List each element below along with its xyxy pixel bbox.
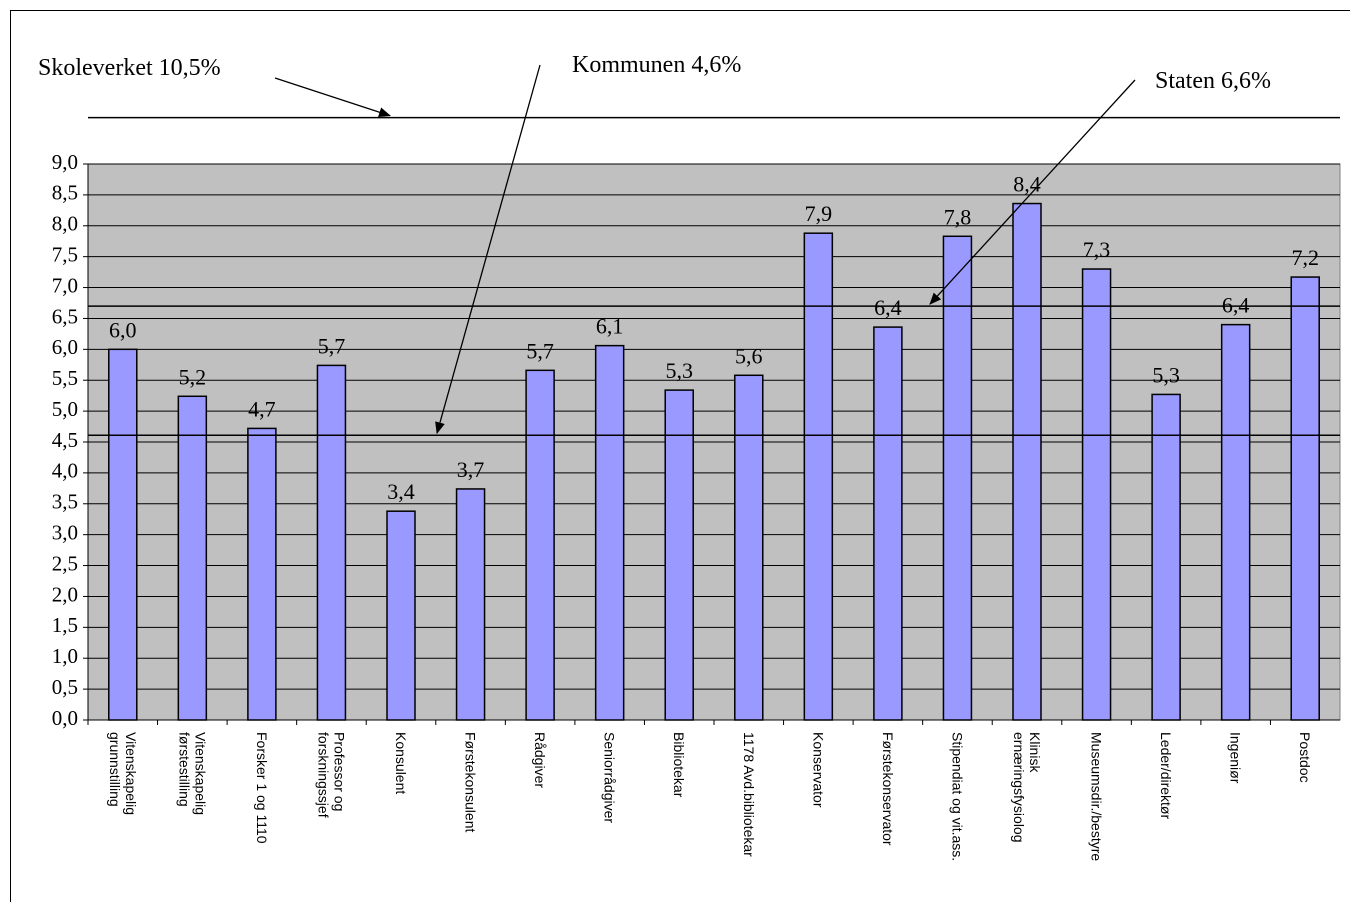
value-label: 5,2	[179, 364, 207, 389]
value-label: 5,3	[665, 358, 693, 383]
y-tick-label: 5,5	[52, 366, 78, 390]
x-tick-label: Førstekonservator	[880, 732, 896, 846]
y-tick-label: 5,0	[52, 397, 78, 421]
x-tick-label: Professor ogforskningssjef	[315, 732, 347, 818]
y-tick-label: 4,0	[52, 459, 78, 483]
x-tick-label: Museumsdir./bestyre	[1089, 732, 1105, 861]
annotation: Staten 6,6%	[1155, 68, 1271, 94]
annotation-arrow	[435, 64, 541, 435]
bar	[873, 326, 903, 721]
x-tick-label: Forsker 1 og 1110	[254, 732, 270, 844]
bar	[525, 369, 555, 721]
annotation-arrow	[274, 77, 391, 117]
bar	[108, 348, 138, 721]
bar	[247, 427, 277, 721]
x-tick-label: 1178 Avd.bibliotekar	[741, 732, 757, 857]
value-label: 6,1	[596, 314, 624, 339]
x-tick-label: Ingeniør	[1228, 732, 1244, 784]
bar	[942, 235, 973, 721]
value-label: 6,4	[1222, 293, 1250, 318]
annotation: Kommunen 4,6%	[572, 52, 741, 78]
bar	[734, 374, 764, 721]
y-tick-label: 9,0	[52, 150, 78, 174]
x-tick-label: Seniorrådgiver	[602, 732, 618, 823]
x-tick-label: Førstekonsulent	[463, 732, 479, 832]
y-tick-label: 7,0	[52, 273, 78, 297]
bar	[664, 389, 694, 721]
value-label: 7,2	[1291, 245, 1319, 270]
value-label: 5,6	[735, 343, 763, 368]
y-tick-label: 1,0	[52, 644, 78, 668]
bar	[316, 364, 347, 721]
value-label: 6,4	[874, 295, 902, 320]
bar	[594, 344, 625, 721]
bar	[1081, 268, 1112, 721]
bar	[1290, 276, 1320, 721]
value-label: 8,4	[1013, 172, 1041, 197]
y-tick-label: 2,5	[52, 551, 78, 575]
value-label: 6,0	[109, 317, 137, 342]
x-tick-label: Stipendiat og vit.ass.	[949, 732, 965, 861]
bar	[1220, 323, 1251, 721]
y-tick-label: 2,0	[52, 582, 78, 606]
value-label: 3,7	[457, 457, 485, 482]
value-label: 7,3	[1083, 237, 1111, 262]
x-tick-label: Kliniskernæringsfysiolog	[1011, 732, 1043, 843]
y-tick-label: 6,5	[52, 304, 78, 328]
y-tick-label: 1,5	[52, 613, 78, 637]
value-label: 4,7	[248, 396, 276, 421]
x-tick-label: Bibliotekar	[671, 732, 687, 798]
x-tick-label: Vitenskapeliggrunnstilling	[107, 732, 139, 815]
x-tick-label: Postdoc	[1297, 732, 1313, 783]
value-label: 7,9	[805, 201, 833, 226]
bar	[1151, 393, 1181, 721]
y-tick-label: 6,0	[52, 335, 78, 359]
value-label: 5,7	[318, 333, 346, 358]
y-tick-label: 8,5	[52, 181, 78, 205]
bar	[1012, 202, 1042, 721]
y-tick-label: 8,0	[52, 212, 78, 236]
annotation: Skoleverket 10,5%	[38, 55, 221, 81]
x-tick-label: Konsulent	[393, 732, 409, 794]
bar	[177, 395, 208, 721]
frame	[10, 10, 1350, 902]
y-tick-label: 0,0	[52, 706, 78, 730]
bar	[386, 510, 416, 721]
x-tick-label: Vitenskapeligførstestilling	[176, 732, 208, 815]
y-tick-label: 3,0	[52, 520, 78, 544]
value-label: 5,3	[1152, 362, 1180, 387]
y-tick-label: 4,5	[52, 428, 78, 452]
annotation-arrow	[929, 79, 1136, 305]
y-tick-label: 0,5	[52, 675, 78, 699]
value-label: 3,4	[387, 479, 415, 504]
x-tick-label: Rådgiver	[532, 732, 548, 788]
y-tick-label: 3,5	[52, 490, 78, 514]
value-label: 5,7	[526, 338, 554, 363]
y-tick-label: 7,5	[52, 242, 78, 266]
bar	[455, 488, 486, 721]
x-tick-label: Leder/direktør	[1158, 732, 1174, 819]
x-tick-label: Konservator	[810, 732, 826, 808]
value-label: 7,8	[944, 204, 972, 229]
bar	[803, 232, 834, 721]
